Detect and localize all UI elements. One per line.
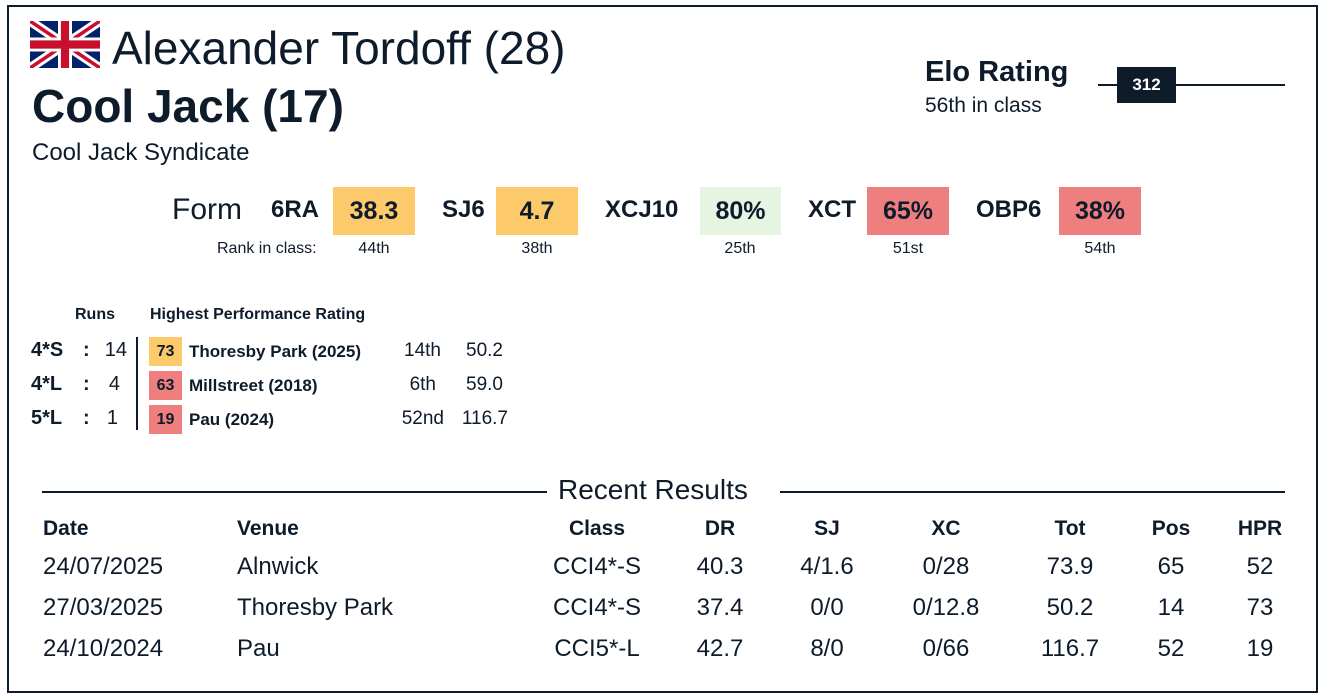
run-level: 4*L xyxy=(31,373,63,395)
form-label: Form xyxy=(172,193,242,226)
elo-divider xyxy=(1098,84,1285,86)
hpr-value: 19 xyxy=(149,405,182,434)
form-value-sj6: 4.7 xyxy=(496,187,578,235)
form-code-6ra: 6RA xyxy=(271,196,320,223)
hpr-score: 116.7 xyxy=(461,408,508,429)
result-pos: 52 xyxy=(1157,635,1185,662)
form-value-obp6: 38% xyxy=(1059,187,1141,235)
recent-results-title: Recent Results xyxy=(558,474,748,505)
form-code-sj6: SJ6 xyxy=(442,196,485,223)
result-date: 27/03/2025 xyxy=(43,594,164,621)
col-header-pos: Pos xyxy=(1151,517,1191,540)
result-sj: 0/0 xyxy=(810,594,844,621)
col-header-dr: DR xyxy=(704,517,736,540)
hpr-rank: 52nd xyxy=(401,408,444,429)
result-date: 24/07/2025 xyxy=(43,553,164,580)
result-xc: 0/28 xyxy=(922,553,970,580)
rank-in-class-label: Rank in class: xyxy=(217,240,317,257)
form-rank-xct: 51st xyxy=(892,240,924,257)
col-header-class: Class xyxy=(568,517,626,540)
col-header-sj: SJ xyxy=(814,517,840,540)
hpr-value: 63 xyxy=(149,371,182,400)
recent-divider-left xyxy=(42,491,547,493)
hpr-score: 59.0 xyxy=(466,374,503,395)
form-code-obp6: OBP6 xyxy=(976,196,1042,223)
result-dr: 37.4 xyxy=(696,594,744,621)
card-frame xyxy=(7,5,1318,693)
result-hpr: 73 xyxy=(1246,594,1274,621)
hpr-rank: 6th xyxy=(409,374,436,395)
runs-header: Runs xyxy=(75,306,115,323)
form-value-xct: 65% xyxy=(867,187,949,235)
form-code-xct: XCT xyxy=(808,196,856,223)
run-count: 4 xyxy=(108,373,120,395)
form-rank-6ra: 44th xyxy=(358,240,390,257)
hpr-score: 50.2 xyxy=(466,340,503,361)
col-header-date: Date xyxy=(43,517,89,540)
run-sep: : xyxy=(83,407,90,429)
hpr-header: Highest Performance Rating xyxy=(150,306,366,323)
result-venue: Alnwick xyxy=(237,553,319,580)
col-header-xc: XC xyxy=(931,517,961,540)
result-sj: 4/1.6 xyxy=(800,553,854,580)
horse-name: Cool Jack (17) xyxy=(32,80,344,132)
elo-rank: 56th in class xyxy=(925,94,1042,117)
horse-owner: Cool Jack Syndicate xyxy=(32,139,250,166)
runs-divider xyxy=(136,337,138,430)
form-rank-xcj10: 25th xyxy=(724,240,756,257)
result-dr: 42.7 xyxy=(696,635,744,662)
result-venue: Thoresby Park xyxy=(237,594,394,621)
rider-name: Alexander Tordoff (28) xyxy=(112,22,566,74)
hpr-value: 73 xyxy=(149,337,182,366)
run-level: 5*L xyxy=(31,407,63,429)
run-count: 1 xyxy=(106,407,118,429)
result-venue: Pau xyxy=(237,635,280,662)
result-hpr: 19 xyxy=(1246,635,1274,662)
hpr-rank: 14th xyxy=(404,340,441,361)
result-hpr: 52 xyxy=(1246,553,1274,580)
result-tot: 73.9 xyxy=(1046,553,1094,580)
result-xc: 0/12.8 xyxy=(912,594,980,621)
form-value-xcj10: 80% xyxy=(700,187,781,235)
recent-divider-right xyxy=(780,491,1285,493)
hpr-venue: Pau (2024) xyxy=(189,410,275,429)
result-class: CCI4*-S xyxy=(552,594,642,621)
result-tot: 116.7 xyxy=(1040,635,1100,662)
result-xc: 0/66 xyxy=(922,635,970,662)
result-dr: 40.3 xyxy=(696,553,744,580)
hpr-venue: Millstreet (2018) xyxy=(189,376,318,395)
form-value-6ra: 38.3 xyxy=(333,187,415,235)
col-header-hpr: HPR xyxy=(1237,517,1283,540)
run-count: 14 xyxy=(104,339,127,361)
col-header-tot: Tot xyxy=(1054,517,1086,540)
form-rank-obp6: 54th xyxy=(1084,240,1116,257)
result-class: CCI4*-S xyxy=(552,553,642,580)
result-sj: 8/0 xyxy=(810,635,844,662)
result-pos: 65 xyxy=(1157,553,1185,580)
form-rank-sj6: 38th xyxy=(521,240,553,257)
result-tot: 50.2 xyxy=(1046,594,1094,621)
result-class: CCI5*-L xyxy=(554,635,640,662)
run-sep: : xyxy=(83,373,90,395)
elo-title: Elo Rating xyxy=(925,56,1069,88)
result-date: 24/10/2024 xyxy=(43,635,164,662)
form-code-xcj10: XCJ10 xyxy=(605,196,679,223)
col-header-venue: Venue xyxy=(237,517,299,540)
run-level: 4*S xyxy=(31,339,64,361)
hpr-venue: Thoresby Park (2025) xyxy=(189,342,361,361)
elo-value: 312 xyxy=(1117,67,1176,103)
uk-flag-icon xyxy=(30,21,100,68)
result-pos: 14 xyxy=(1157,594,1185,621)
run-sep: : xyxy=(83,339,90,361)
